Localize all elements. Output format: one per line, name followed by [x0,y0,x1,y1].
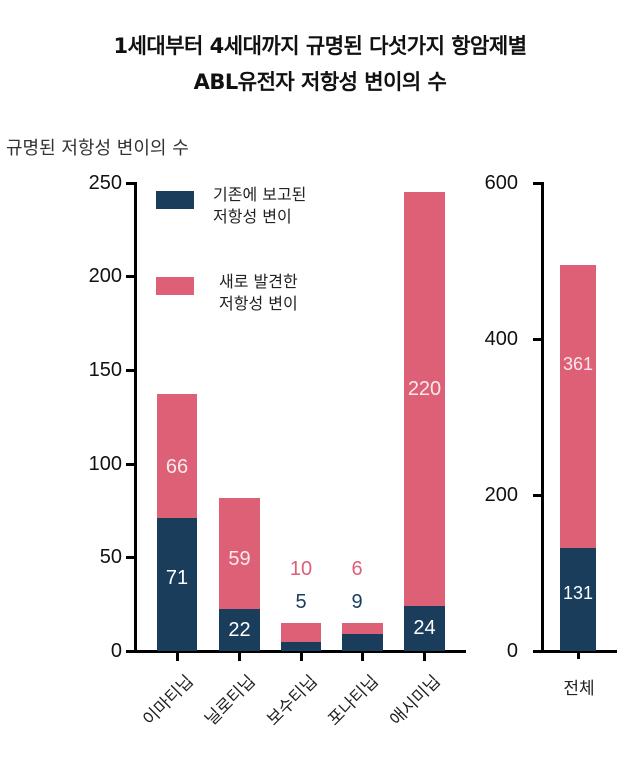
y-tick-label: 100 [88,453,122,475]
bar-segment-new [219,498,260,609]
left-x-axis [126,650,466,653]
x-label-ponatinib: 포나티닙 [324,671,383,730]
y-tick-label: 50 [99,546,122,568]
y-tick [126,182,136,185]
value-label-new: 10 [289,558,313,580]
legend-label-existing: 기존에 보고된 저항성 변이 [213,184,306,228]
y-tick-label: 200 [88,265,122,287]
legend-label-new: 새로 발견한 저항성 변이 [219,271,298,315]
bar-segment-existing [342,634,383,651]
y-tick-label: 250 [88,172,122,194]
x-tick [361,651,364,661]
value-label-new: 6 [351,558,363,580]
x-label-nilotinib: 닐로티닙 [201,671,260,730]
y-tick-label: 0 [506,640,518,662]
legend-swatch-existing [156,191,194,209]
y-tick [126,463,136,466]
x-tick [176,651,179,661]
legend-existing-line2: 저항성 변이 [213,207,292,226]
value-label-existing: 9 [351,591,363,613]
bar-segment-existing [281,642,321,651]
value-label-existing: 22 [228,619,251,641]
y-tick-label: 200 [484,484,518,506]
y-tick-label: 600 [484,172,518,194]
bar-segment-new [342,623,383,634]
x-label-total: 전체 [563,679,595,699]
y-tick [126,556,136,559]
bar-segment-existing [219,609,260,651]
value-label-new: 361 [562,354,594,374]
legend-new-line2: 저항성 변이 [219,294,298,313]
bar-segment-existing [560,548,596,651]
bar-segment-new [560,265,596,548]
value-label-existing: 71 [165,567,189,589]
y-tick [533,494,543,497]
chart-title-line1: 1세대부터 4세대까지 규명된 다섯가지 항암제별 [113,34,527,58]
x-label-asciminib: 애시미닙 [386,671,445,730]
value-label-new: 220 [407,378,442,400]
x-tick [423,651,426,661]
x-tick [238,651,241,661]
x-label-imatinib: 이마티닙 [139,671,198,730]
value-label-existing: 5 [295,591,307,613]
legend-existing-line1: 기존에 보고된 [213,185,307,204]
legend-new-line1: 새로 발견한 [219,272,298,291]
bar-segment-new [157,394,197,518]
bar-segment-existing [157,518,197,651]
legend-swatch-new [156,277,194,295]
value-label-new: 66 [165,456,189,478]
bar-segment-existing [404,606,445,651]
bar-segment-new [281,623,321,642]
y-tick-label: 150 [88,359,122,381]
y-tick-label: 0 [110,640,122,662]
y-tick [533,182,543,185]
x-tick [300,651,303,661]
left-x-axis-stub [460,650,465,653]
x-tick [577,651,580,659]
right-x-axis [533,650,617,653]
chart-title-line2: ABL유전자 저항성 변이의 수 [193,70,447,94]
value-label-existing: 24 [413,617,436,639]
x-label-bosutinib: 보수티닙 [263,671,322,730]
value-label-existing: 131 [562,583,594,603]
y-tick-label: 400 [484,328,518,350]
y-tick [533,338,543,341]
value-label-new: 59 [228,548,251,570]
y-axis-label: 규명된 저항성 변이의 수 [6,138,189,159]
y-tick [126,369,136,372]
left-y-axis [134,182,137,653]
y-tick [126,275,136,278]
right-y-axis [541,182,544,653]
bar-segment-new [404,192,445,606]
